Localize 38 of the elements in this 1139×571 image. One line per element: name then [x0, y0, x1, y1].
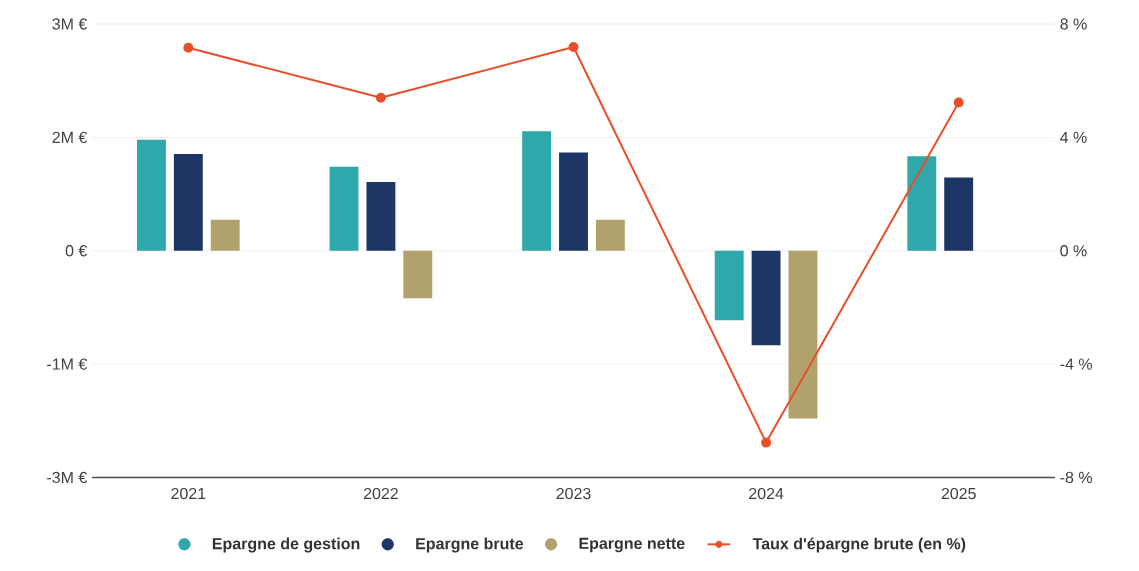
legend-label: Epargne brute [416, 537, 524, 553]
y2-tick-label: 8 % [1060, 18, 1087, 30]
x-tick-label: 2023 [556, 487, 591, 500]
y2-tick-label: -4 % [1060, 358, 1093, 370]
y2-tick-label: -8 % [1060, 471, 1093, 484]
bar [136, 139, 166, 251]
legend-label: Epargne nette [579, 537, 685, 553]
y-tick-label: -3M € [47, 471, 88, 484]
y2-tick-label: 0 % [1060, 245, 1087, 257]
y-tick-label: 2M € [52, 131, 88, 144]
bar [595, 219, 625, 251]
x-tick-label: 2021 [171, 487, 206, 500]
y-tick-label: 3M € [52, 18, 88, 30]
legend-label: Epargne de gestion [212, 537, 360, 553]
x-tick-label: 2024 [749, 487, 784, 500]
point [183, 42, 194, 53]
bar [751, 250, 781, 346]
y2-tick-label: 4 % [1060, 131, 1087, 144]
point [375, 92, 386, 103]
point [568, 42, 579, 53]
y-tick-label: 0 € [65, 245, 88, 257]
x-tick-label: 2025 [941, 487, 976, 500]
bar [403, 250, 433, 299]
point [761, 437, 772, 448]
point [953, 97, 964, 108]
x-tick-label: 2022 [363, 487, 398, 500]
bar [366, 182, 396, 251]
y-tick-label: -1M € [47, 358, 88, 370]
legend-label: Taux d'épargne brute (en %) [752, 537, 966, 553]
bar [714, 250, 744, 321]
bar [907, 156, 937, 251]
bar [944, 177, 974, 251]
bar [329, 166, 359, 251]
bar [173, 154, 203, 251]
bar [522, 131, 552, 251]
bar [210, 219, 240, 251]
bar [559, 152, 588, 251]
bar [788, 250, 818, 419]
